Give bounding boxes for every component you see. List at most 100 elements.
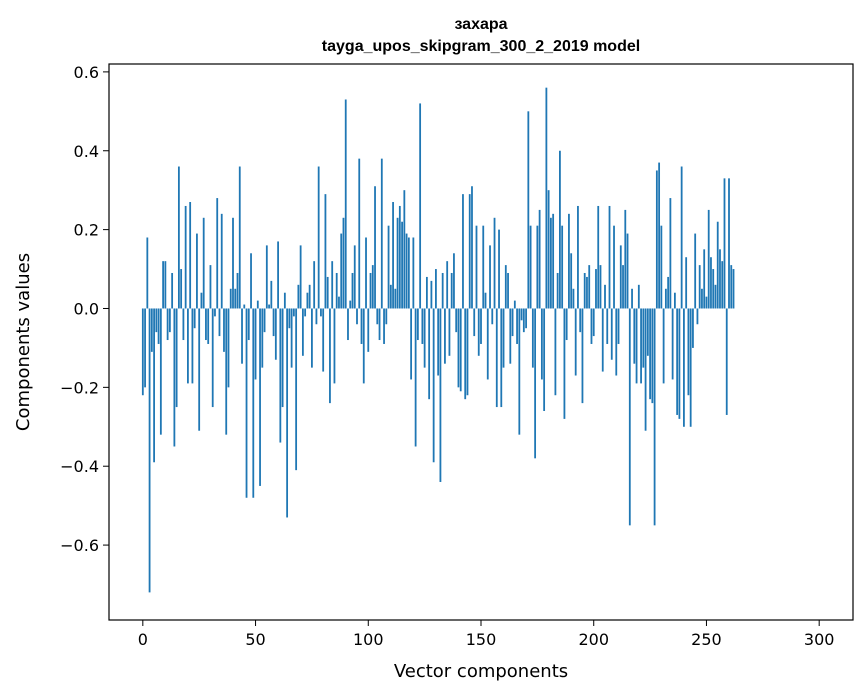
x-tick-label: 50 — [245, 630, 265, 649]
bar — [200, 292, 203, 309]
bar — [608, 205, 611, 309]
x-tick-label: 250 — [691, 630, 722, 649]
bar — [480, 308, 482, 344]
x-tick-label: 0 — [138, 630, 148, 649]
bar — [301, 308, 304, 356]
bar — [676, 308, 679, 415]
bar — [455, 308, 458, 333]
bar — [507, 272, 509, 309]
bar — [286, 308, 289, 518]
bar — [180, 269, 183, 309]
bar — [288, 308, 291, 329]
bar — [491, 308, 494, 325]
bar — [565, 308, 568, 341]
bar — [383, 308, 385, 344]
bar — [493, 217, 496, 309]
bar — [317, 166, 320, 309]
bar — [435, 269, 437, 309]
y-tick-label: −0.6 — [60, 536, 99, 555]
bar — [191, 308, 194, 384]
bar — [626, 233, 629, 309]
bar — [642, 308, 645, 368]
bar — [719, 249, 721, 309]
bar — [590, 308, 593, 344]
bar — [581, 308, 584, 404]
bar — [155, 308, 158, 333]
bar — [283, 292, 286, 309]
x-tick-label: 300 — [804, 630, 835, 649]
bar — [701, 288, 703, 309]
bar — [525, 308, 527, 329]
bar — [577, 205, 579, 309]
bar — [173, 308, 176, 447]
bar — [495, 308, 498, 408]
bar — [419, 103, 422, 309]
bar — [331, 261, 334, 309]
bar — [306, 292, 309, 309]
x-tick-label: 100 — [353, 630, 384, 649]
bar — [265, 245, 268, 309]
bar — [279, 308, 282, 443]
bar — [322, 308, 325, 372]
bar — [238, 166, 241, 309]
bar — [703, 249, 706, 309]
bar — [349, 300, 352, 309]
bar — [678, 308, 681, 419]
bar — [313, 261, 316, 309]
bar — [489, 245, 491, 309]
bar — [356, 308, 358, 325]
bar — [387, 225, 390, 309]
bar — [439, 308, 442, 482]
bar — [274, 308, 277, 360]
y-tick-label: 0.0 — [74, 299, 99, 318]
bar — [613, 225, 615, 309]
bar — [232, 217, 234, 309]
bar — [243, 304, 246, 309]
bar — [604, 284, 606, 309]
bar — [728, 178, 730, 309]
bar — [320, 308, 322, 317]
bar — [254, 308, 257, 380]
bar — [601, 308, 604, 372]
bar — [721, 261, 724, 309]
bar — [326, 276, 329, 309]
bar — [448, 308, 451, 356]
bar — [710, 257, 712, 309]
bar — [559, 150, 561, 309]
y-tick-label: −0.2 — [60, 378, 99, 397]
bar — [270, 280, 273, 309]
bar — [401, 221, 403, 309]
bar — [712, 269, 715, 309]
bar — [635, 308, 638, 384]
bar — [563, 308, 566, 419]
bar — [157, 308, 160, 344]
bar — [502, 308, 505, 368]
bar — [410, 308, 413, 380]
bar — [680, 166, 683, 309]
bar — [696, 308, 699, 325]
x-axis-label: Vector components — [394, 661, 568, 682]
bar — [144, 308, 146, 388]
bar — [162, 261, 165, 309]
bar — [268, 304, 270, 309]
bar — [716, 221, 719, 309]
bar — [473, 308, 476, 337]
bar — [344, 99, 347, 309]
bar — [335, 272, 338, 309]
bar — [574, 308, 577, 376]
bar — [540, 308, 543, 380]
bar — [277, 241, 279, 309]
bar — [141, 308, 144, 396]
bar — [353, 245, 356, 309]
bar — [347, 308, 349, 341]
bar — [450, 272, 453, 309]
bar — [509, 308, 512, 364]
bar — [592, 308, 595, 337]
y-tick-label: 0.2 — [74, 221, 99, 240]
bar — [229, 288, 232, 309]
bar — [471, 186, 473, 309]
bar — [403, 190, 406, 309]
bar — [421, 308, 424, 344]
